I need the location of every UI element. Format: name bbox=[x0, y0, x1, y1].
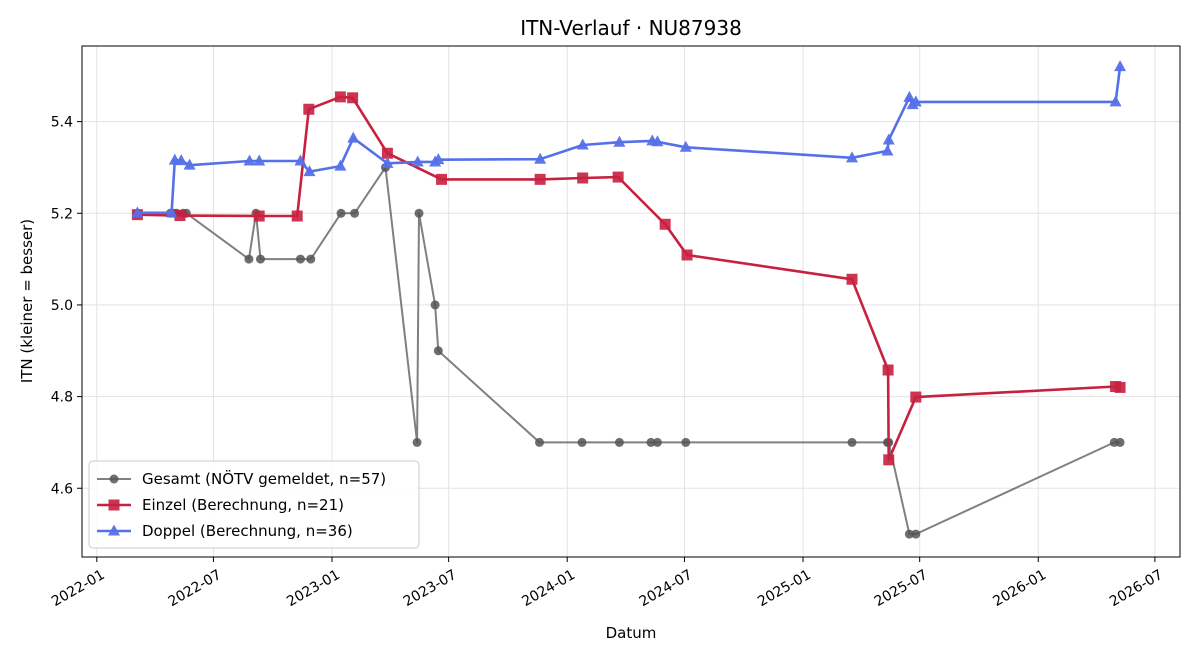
data-point bbox=[306, 254, 316, 264]
data-point bbox=[910, 391, 922, 403]
data-point bbox=[681, 437, 691, 447]
data-point bbox=[381, 156, 394, 168]
plot-frame bbox=[81, 45, 1181, 558]
data-point bbox=[253, 154, 266, 166]
data-point bbox=[412, 437, 422, 447]
data-point bbox=[175, 154, 188, 166]
data-point bbox=[659, 218, 671, 230]
data-point bbox=[303, 165, 316, 177]
series-line bbox=[137, 66, 1122, 215]
x-axis-label: Datum bbox=[606, 624, 657, 642]
data-point bbox=[131, 206, 144, 218]
series-line bbox=[137, 95, 1121, 462]
data-point bbox=[614, 437, 624, 447]
data-point bbox=[295, 254, 305, 264]
data-point bbox=[411, 155, 424, 167]
y-tick-label: 4.8 bbox=[51, 390, 73, 406]
data-point bbox=[577, 437, 587, 447]
data-point bbox=[881, 144, 894, 156]
data-point bbox=[244, 254, 254, 264]
x-tick-label: 2022-01 bbox=[49, 567, 108, 610]
data-point bbox=[577, 172, 589, 184]
data-point bbox=[883, 454, 895, 466]
data-point bbox=[612, 171, 624, 183]
data-point bbox=[534, 173, 546, 185]
data-point bbox=[847, 437, 857, 447]
data-point bbox=[651, 135, 664, 147]
data-point bbox=[294, 154, 307, 166]
x-tick-label: 2024-07 bbox=[637, 567, 696, 610]
data-point bbox=[381, 147, 393, 159]
legend-marker bbox=[108, 499, 120, 511]
legend-marker bbox=[109, 474, 119, 484]
data-point bbox=[846, 151, 859, 163]
legend-box bbox=[88, 460, 420, 549]
data-point bbox=[432, 153, 445, 165]
data-point bbox=[291, 210, 303, 222]
data-point bbox=[909, 95, 922, 107]
data-point bbox=[1114, 60, 1127, 72]
y-tick-label: 4.6 bbox=[51, 481, 73, 497]
y-axis-label: ITN (kleiner = besser) bbox=[18, 219, 36, 383]
data-point bbox=[430, 300, 440, 310]
data-point bbox=[1109, 95, 1122, 107]
data-point bbox=[1115, 437, 1125, 447]
data-point bbox=[243, 154, 256, 166]
x-tick-label: 2023-07 bbox=[401, 567, 460, 610]
data-point bbox=[255, 254, 265, 264]
data-point bbox=[334, 159, 347, 171]
data-point bbox=[436, 173, 448, 185]
data-point bbox=[183, 158, 196, 170]
data-point bbox=[253, 210, 265, 222]
data-point bbox=[534, 152, 547, 164]
chart-title: ITN-Verlauf · NU87938 bbox=[520, 16, 742, 40]
data-point bbox=[882, 133, 895, 145]
legend-label: Gesamt (NÖTV gemeldet, n=57) bbox=[142, 469, 386, 488]
x-tick-label: 2022-07 bbox=[166, 567, 225, 610]
x-tick-label: 2023-01 bbox=[284, 567, 343, 610]
data-point bbox=[904, 529, 914, 539]
y-tick-label: 5.4 bbox=[51, 115, 73, 131]
data-point bbox=[681, 249, 693, 261]
data-point bbox=[347, 131, 360, 143]
legend-label: Einzel (Berechnung, n=21) bbox=[142, 496, 344, 514]
series-square bbox=[131, 91, 1126, 466]
data-point bbox=[846, 273, 858, 285]
x-tick-label: 2026-07 bbox=[1107, 567, 1166, 610]
legend-marker bbox=[108, 524, 120, 536]
data-point bbox=[882, 364, 894, 376]
data-point bbox=[414, 208, 424, 218]
data-point bbox=[350, 208, 360, 218]
data-point bbox=[911, 529, 921, 539]
data-point bbox=[174, 210, 186, 222]
x-tick-label: 2025-01 bbox=[755, 567, 814, 610]
data-point bbox=[613, 135, 626, 147]
x-tick-label: 2024-01 bbox=[519, 567, 578, 610]
data-point bbox=[433, 346, 443, 356]
y-tick-label: 5.2 bbox=[51, 206, 73, 222]
y-tick-label: 5.0 bbox=[51, 298, 73, 314]
data-point bbox=[336, 208, 346, 218]
data-point bbox=[165, 206, 178, 218]
data-point bbox=[646, 437, 656, 447]
data-point bbox=[303, 103, 315, 115]
series-triangle bbox=[131, 60, 1127, 218]
legend: Gesamt (NÖTV gemeldet, n=57) Einzel (Bere… bbox=[88, 460, 420, 549]
data-point bbox=[576, 138, 589, 150]
series-layer bbox=[131, 60, 1127, 539]
data-point bbox=[1114, 381, 1126, 393]
data-point bbox=[652, 437, 662, 447]
data-point bbox=[334, 91, 346, 103]
legend-label: Doppel (Berechnung, n=36) bbox=[142, 522, 353, 540]
x-tick-label: 2025-07 bbox=[872, 567, 931, 610]
data-point bbox=[347, 92, 359, 104]
data-point bbox=[679, 140, 692, 152]
x-tick-label: 2026-01 bbox=[990, 567, 1049, 610]
data-point bbox=[535, 437, 544, 447]
